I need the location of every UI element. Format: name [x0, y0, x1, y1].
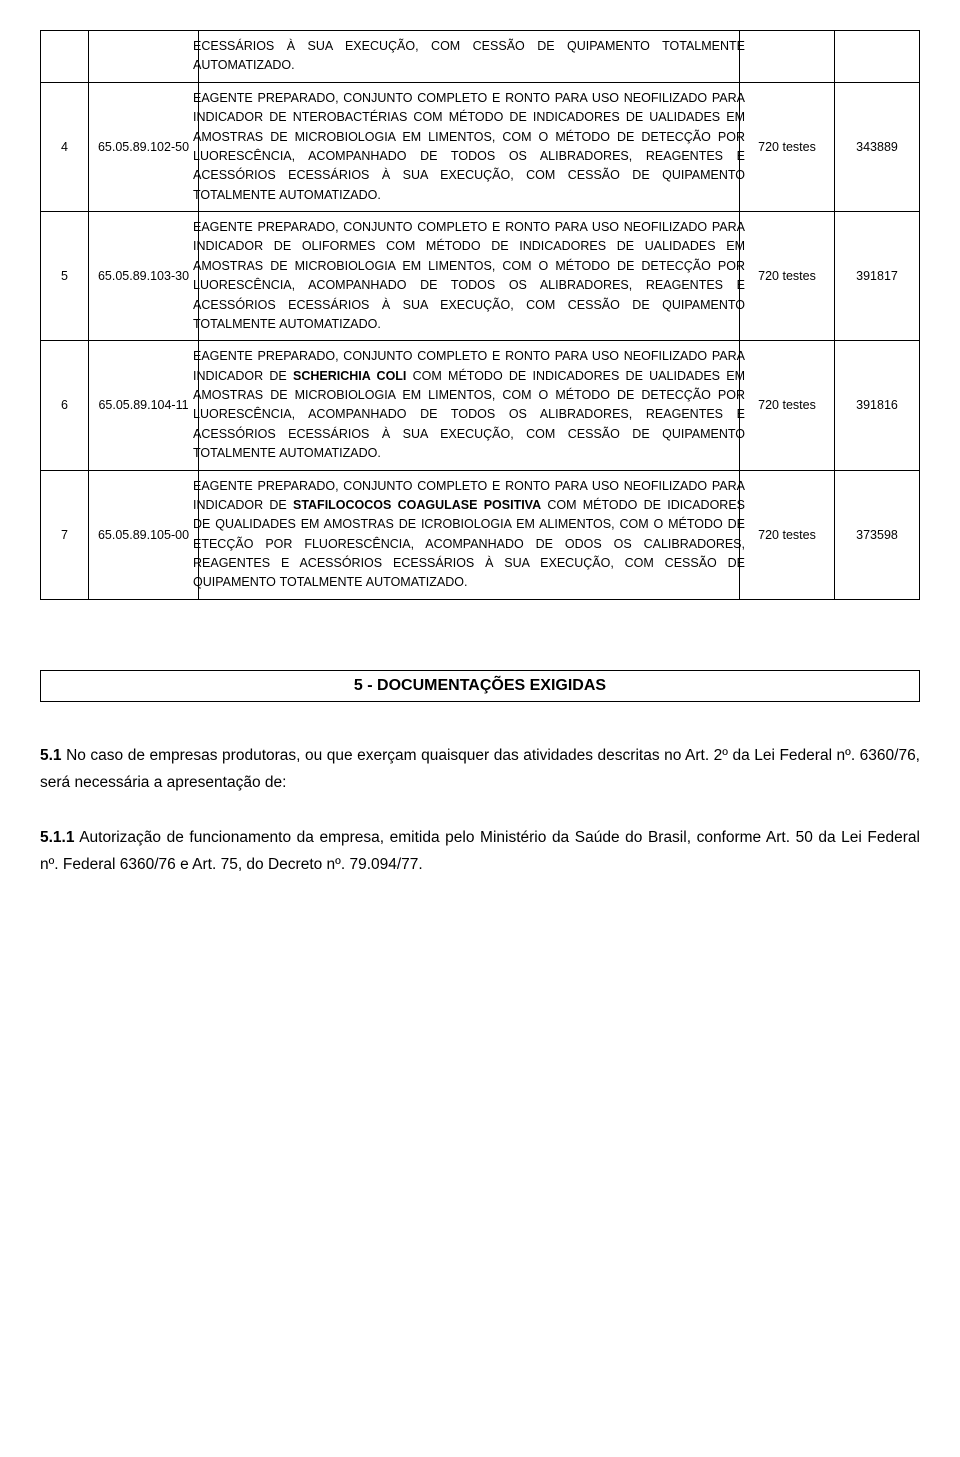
item-number: 4 [41, 82, 89, 211]
item-number [41, 31, 89, 83]
item-qty [740, 31, 835, 83]
section-heading: 5 - DOCUMENTAÇÕES EXIGIDAS [40, 670, 920, 702]
item-description: EAGENTE PREPARADO, CONJUNTO COMPLETO E R… [199, 82, 740, 211]
item-code: 65.05.89.103-30 [89, 212, 199, 341]
item-value: 343889 [835, 82, 920, 211]
clause-number: 5.1 [40, 747, 62, 764]
clause-text: No caso de empresas produtoras, ou que e… [40, 747, 920, 791]
item-qty: 720 testes [740, 212, 835, 341]
item-description: EAGENTE PREPARADO, CONJUNTO COMPLETO E R… [199, 470, 740, 599]
item-qty: 720 testes [740, 82, 835, 211]
table-row: ECESSÁRIOS À SUA EXECUÇÃO, COM CESSÃO DE… [41, 31, 920, 83]
item-value: 391817 [835, 212, 920, 341]
item-number: 6 [41, 341, 89, 470]
paragraph-5-1: 5.1 No caso de empresas produtoras, ou q… [40, 742, 920, 796]
item-number: 7 [41, 470, 89, 599]
table-row: 465.05.89.102-50EAGENTE PREPARADO, CONJU… [41, 82, 920, 211]
item-qty: 720 testes [740, 470, 835, 599]
clause-text: Autorização de funcionamento da empresa,… [40, 829, 920, 873]
item-value: 373598 [835, 470, 920, 599]
item-description: EAGENTE PREPARADO, CONJUNTO COMPLETO E R… [199, 212, 740, 341]
item-code: 65.05.89.104-11 [89, 341, 199, 470]
item-value: 391816 [835, 341, 920, 470]
item-code: 65.05.89.105-00 [89, 470, 199, 599]
item-value [835, 31, 920, 83]
item-description: ECESSÁRIOS À SUA EXECUÇÃO, COM CESSÃO DE… [199, 31, 740, 83]
item-qty: 720 testes [740, 341, 835, 470]
paragraph-5-1-1: 5.1.1 Autorização de funcionamento da em… [40, 824, 920, 878]
table-row: 665.05.89.104-11EAGENTE PREPARADO, CONJU… [41, 341, 920, 470]
item-code [89, 31, 199, 83]
item-code: 65.05.89.102-50 [89, 82, 199, 211]
clause-number: 5.1.1 [40, 829, 74, 846]
item-number: 5 [41, 212, 89, 341]
table-row: 765.05.89.105-00EAGENTE PREPARADO, CONJU… [41, 470, 920, 599]
items-table: ECESSÁRIOS À SUA EXECUÇÃO, COM CESSÃO DE… [40, 30, 920, 600]
item-description: EAGENTE PREPARADO, CONJUNTO COMPLETO E R… [199, 341, 740, 470]
table-row: 565.05.89.103-30EAGENTE PREPARADO, CONJU… [41, 212, 920, 341]
